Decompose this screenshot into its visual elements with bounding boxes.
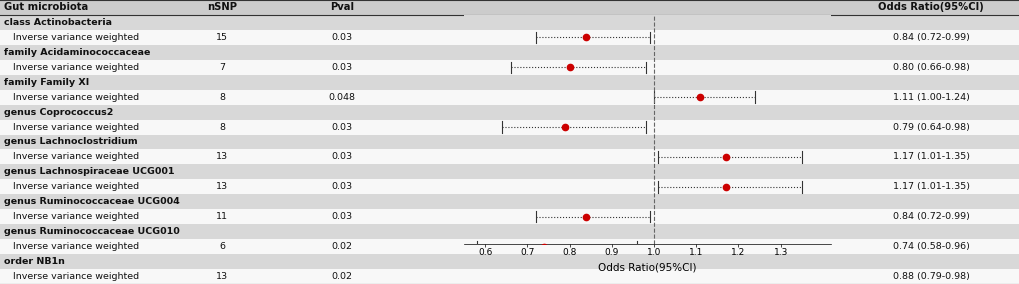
Text: Odds Ratio(95%CI): Odds Ratio(95%CI) [877,3,983,12]
Bar [464,254,830,269]
Text: 0.03: 0.03 [331,63,352,72]
Text: genus Lachnospiraceae UCG001: genus Lachnospiraceae UCG001 [4,167,174,176]
Text: 13: 13 [216,182,228,191]
Bar [0,194,1019,209]
Bar [464,164,830,179]
Bar [464,15,830,30]
Bar [0,254,1019,269]
Text: Inverse variance weighted: Inverse variance weighted [13,212,140,221]
Bar [464,75,830,90]
Text: 0.02: 0.02 [331,242,352,251]
Bar [0,224,1019,239]
Bar [464,120,830,135]
X-axis label: Odds Ratio(95%CI): Odds Ratio(95%CI) [598,263,696,273]
Text: Inverse variance weighted: Inverse variance weighted [13,182,140,191]
Text: genus Lachnoclostridium: genus Lachnoclostridium [4,137,138,147]
Text: class Actinobacteria: class Actinobacteria [4,18,112,27]
Bar [0,0,1019,15]
Text: 0.03: 0.03 [331,123,352,131]
Bar [0,179,1019,194]
Text: 0.03: 0.03 [331,212,352,221]
Text: Inverse variance weighted: Inverse variance weighted [13,63,140,72]
Text: 0.74 (0.58-0.96): 0.74 (0.58-0.96) [892,242,969,251]
Bar [0,45,1019,60]
Text: nSNP: nSNP [207,3,237,12]
Text: Inverse variance weighted: Inverse variance weighted [13,33,140,42]
Bar [0,120,1019,135]
Text: Inverse variance weighted: Inverse variance weighted [13,272,140,281]
Text: 0.88 (0.79-0.98): 0.88 (0.79-0.98) [892,272,969,281]
Bar [464,60,830,75]
Text: 6: 6 [219,242,225,251]
Text: Inverse variance weighted: Inverse variance weighted [13,93,140,102]
Text: 11: 11 [216,212,228,221]
Bar [0,90,1019,105]
Bar [464,209,830,224]
Bar [0,105,1019,120]
Text: 0.02: 0.02 [331,272,352,281]
Bar [0,15,1019,30]
Bar [464,179,830,194]
Bar [464,105,830,120]
Text: 13: 13 [216,153,228,161]
Text: 0.84 (0.72-0.99): 0.84 (0.72-0.99) [892,212,969,221]
Bar [464,224,830,239]
Text: 0.79 (0.64-0.98): 0.79 (0.64-0.98) [892,123,969,131]
Bar [0,164,1019,179]
Bar [0,60,1019,75]
Text: 1.17 (1.01-1.35): 1.17 (1.01-1.35) [892,153,969,161]
Bar [464,135,830,149]
Text: Inverse variance weighted: Inverse variance weighted [13,123,140,131]
Text: genus Coprococcus2: genus Coprococcus2 [4,108,113,117]
Text: Inverse variance weighted: Inverse variance weighted [13,242,140,251]
Bar [464,90,830,105]
Bar [464,30,830,45]
Bar [0,135,1019,149]
Text: genus Ruminococcaceae UCG004: genus Ruminococcaceae UCG004 [4,197,179,206]
Text: Gut microbiota: Gut microbiota [4,3,89,12]
Text: 15: 15 [216,33,228,42]
Text: 0.84 (0.72-0.99): 0.84 (0.72-0.99) [892,33,969,42]
Bar [0,149,1019,164]
Text: 8: 8 [219,93,225,102]
Bar [0,239,1019,254]
Bar [464,45,830,60]
Bar [0,209,1019,224]
Text: 0.03: 0.03 [331,182,352,191]
Text: order NB1n: order NB1n [4,257,65,266]
Text: 13: 13 [216,272,228,281]
Text: family Family XI: family Family XI [4,78,90,87]
Text: genus Ruminococcaceae UCG010: genus Ruminococcaceae UCG010 [4,227,179,236]
Text: 0.03: 0.03 [331,153,352,161]
Bar [464,269,830,284]
Text: 8: 8 [219,123,225,131]
Bar [464,239,830,254]
Bar [464,194,830,209]
Text: 0.048: 0.048 [328,93,355,102]
Bar [0,75,1019,90]
Text: 1.11 (1.00-1.24): 1.11 (1.00-1.24) [892,93,969,102]
Text: 0.80 (0.66-0.98): 0.80 (0.66-0.98) [892,63,969,72]
Bar [0,30,1019,45]
Text: 1.17 (1.01-1.35): 1.17 (1.01-1.35) [892,182,969,191]
Bar [464,149,830,164]
Bar [0,269,1019,284]
Text: family Acidaminococcaceae: family Acidaminococcaceae [4,48,151,57]
Text: 7: 7 [219,63,225,72]
Text: Inverse variance weighted: Inverse variance weighted [13,153,140,161]
Text: Pval: Pval [329,3,354,12]
Text: 0.03: 0.03 [331,33,352,42]
